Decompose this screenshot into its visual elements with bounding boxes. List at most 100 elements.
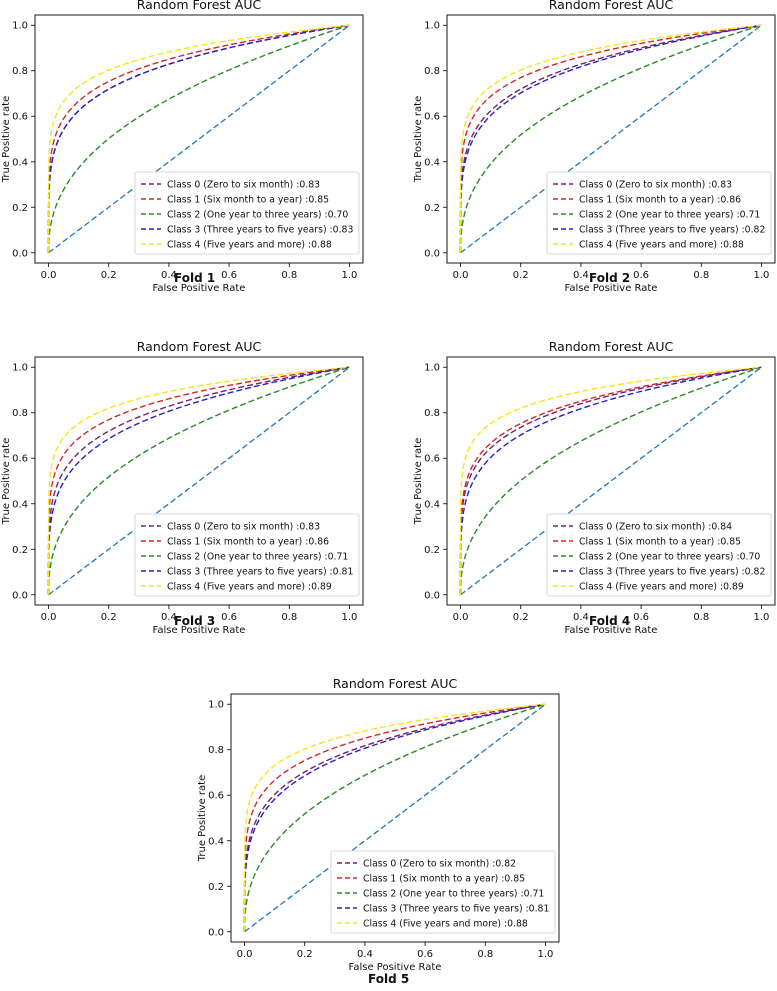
y-tick-label: 0.0	[12, 590, 28, 601]
roc-curve-class-2	[459, 24, 762, 253]
roc-chart: Random Forest AUC 0.0 0.0 0.2 0.2 0.4 0.4 0.6 0.…	[1, 0, 364, 294]
roc-curve-class-2	[243, 703, 546, 932]
roc-curve-class-1	[47, 366, 350, 595]
y-tick-label: 1.0	[424, 21, 440, 32]
x-tick-label: 1.0	[342, 612, 358, 623]
roc-curve-class-4	[459, 366, 762, 595]
legend-entry: Class 3 (Three years to five years) :0.8…	[579, 225, 765, 236]
x-tick-label: 0.4	[573, 612, 589, 623]
roc-chart: Random Forest AUC 0.0 0.0 0.2 0.2 0.4 0.4 0.6 0.…	[197, 676, 560, 973]
y-axis-label: True Positive rate	[413, 438, 424, 525]
roc-curve-class-4	[47, 366, 350, 595]
roc-curve-class-1	[459, 24, 762, 253]
chart-title: Random Forest AUC	[549, 339, 674, 354]
y-tick-label: 0.0	[424, 590, 440, 601]
x-tick-label: 1.0	[538, 949, 554, 960]
y-tick-label: 1.0	[424, 363, 440, 374]
x-tick-label: 0.8	[693, 612, 709, 623]
y-tick-label: 0.8	[424, 66, 440, 77]
y-tick-label: 0.8	[208, 745, 224, 756]
roc-curve-class-4	[47, 24, 350, 253]
x-axis-label: False Positive Rate	[349, 962, 442, 973]
roc-panel-fold-5: Random Forest AUC 0.0 0.0 0.2 0.2 0.4 0.4 0.6 0.…	[196, 676, 566, 986]
roc-curve-class-4	[243, 703, 546, 932]
x-tick-label: 0.4	[161, 612, 177, 623]
roc-panel-fold-3: Random Forest AUC 0.0 0.0 0.2 0.2 0.4 0.4 0.6 0.…	[0, 339, 370, 642]
roc-chart: Random Forest AUC 0.0 0.0 0.2 0.2 0.4 0.4 0.6 0.…	[1, 339, 364, 636]
axes-frame	[34, 356, 364, 606]
legend-entry: Class 4 (Five years and more) :0.88	[363, 919, 528, 930]
y-tick-label: 0.6	[12, 454, 28, 465]
roc-chart: Random Forest AUC 0.0 0.0 0.2 0.2 0.4 0.4 0.6 0.…	[413, 0, 776, 294]
legend-entry: Class 1 (Six month to a year) :0.85	[579, 537, 741, 548]
x-axis-label: False Positive Rate	[153, 283, 246, 294]
legend-entry: Class 4 (Five years and more) :0.88	[167, 240, 332, 251]
legend: Class 0 (Zero to six month) :0.83 Class 1…	[134, 171, 360, 255]
y-tick-label: 1.0	[12, 363, 28, 374]
y-tick-label: 1.0	[12, 21, 28, 32]
legend-entry: Class 4 (Five years and more) :0.88	[579, 240, 744, 251]
roc-curve-class-2	[47, 366, 350, 595]
x-tick-label: 0.0	[41, 270, 57, 281]
roc-curve-class-1	[243, 703, 546, 932]
x-tick-label: 0.8	[477, 949, 493, 960]
axes-frame	[446, 14, 776, 264]
roc-curve-class-0	[47, 366, 350, 595]
y-tick-label: 0.2	[12, 545, 28, 556]
x-tick-label: 1.0	[754, 270, 770, 281]
y-tick-label: 0.8	[12, 66, 28, 77]
y-tick-label: 0.8	[424, 408, 440, 419]
fold-label: Fold 1	[174, 271, 216, 285]
legend-entry: Class 0 (Zero to six month) :0.84	[579, 522, 732, 533]
roc-curve-class-1	[459, 366, 762, 595]
legend-entry: Class 2 (One year to three years) :0.70	[167, 210, 348, 221]
roc-curve-class-1	[47, 24, 350, 253]
legend-entry: Class 0 (Zero to six month) :0.83	[167, 522, 320, 533]
legend-entry: Class 4 (Five years and more) :0.89	[167, 582, 332, 593]
axes-frame	[230, 693, 560, 943]
legend-entry: Class 3 (Three years to five years) :0.8…	[579, 567, 765, 578]
roc-curve-class-3	[243, 703, 546, 932]
x-tick-label: 0.0	[41, 612, 57, 623]
fold-label: Fold 3	[174, 614, 216, 628]
x-tick-label: 0.8	[281, 270, 297, 281]
x-tick-label: 0.0	[237, 949, 253, 960]
x-tick-label: 0.0	[453, 612, 469, 623]
y-tick-label: 0.6	[208, 791, 224, 802]
legend-box	[546, 513, 772, 597]
fold-label: Fold 5	[368, 972, 410, 986]
legend-entry: Class 2 (One year to three years) :0.71	[579, 210, 760, 221]
roc-curve-class-3	[47, 24, 350, 253]
x-tick-label: 1.0	[342, 270, 358, 281]
legend-box	[330, 850, 556, 934]
chart-title: Random Forest AUC	[333, 676, 458, 691]
roc-curve-class-0	[459, 24, 762, 253]
legend-box	[546, 171, 772, 255]
roc-curve-class-3	[47, 366, 350, 595]
y-tick-label: 0.4	[208, 836, 224, 847]
x-tick-label: 0.6	[633, 270, 649, 281]
x-tick-label: 0.2	[101, 612, 117, 623]
y-tick-label: 0.0	[208, 927, 224, 938]
roc-curve-class-2	[47, 24, 350, 253]
legend-entry: Class 0 (Zero to six month) :0.83	[167, 180, 320, 191]
x-tick-label: 1.0	[754, 612, 770, 623]
legend-entry: Class 0 (Zero to six month) :0.83	[579, 180, 732, 191]
x-tick-label: 0.6	[417, 949, 433, 960]
chart-title: Random Forest AUC	[137, 339, 262, 354]
y-tick-label: 0.0	[12, 248, 28, 259]
y-axis-label: True Positive rate	[1, 438, 12, 525]
x-tick-label: 0.6	[221, 612, 237, 623]
x-tick-label: 0.4	[161, 270, 177, 281]
legend: Class 0 (Zero to six month) :0.82 Class 1…	[330, 850, 556, 934]
y-axis-label: True Positive rate	[413, 96, 424, 183]
x-axis-label: False Positive Rate	[565, 625, 658, 636]
y-tick-label: 0.4	[424, 499, 440, 510]
fold-label: Fold 2	[589, 271, 631, 285]
y-tick-label: 0.2	[12, 203, 28, 214]
y-tick-label: 0.0	[424, 248, 440, 259]
y-tick-label: 0.4	[12, 499, 28, 510]
roc-panel-fold-2: Random Forest AUC 0.0 0.0 0.2 0.2 0.4 0.4 0.6 0.…	[412, 0, 777, 300]
x-tick-label: 0.6	[221, 270, 237, 281]
legend-entry: Class 1 (Six month to a year) :0.85	[363, 874, 525, 885]
